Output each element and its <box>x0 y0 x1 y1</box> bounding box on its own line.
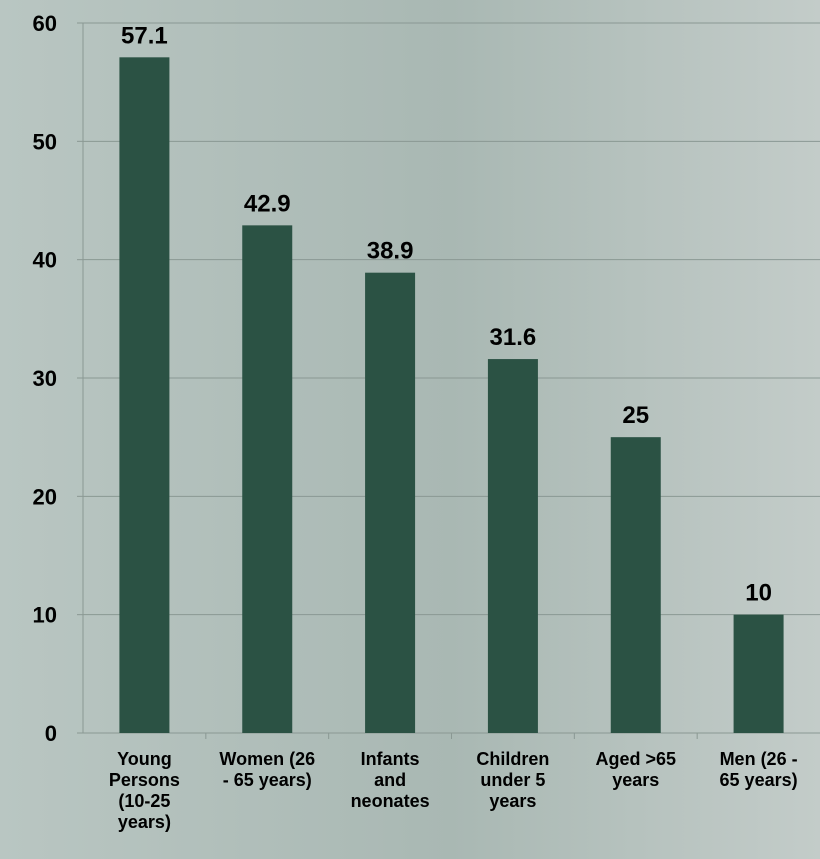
x-tick-label: Men (26 -65 years) <box>720 749 798 790</box>
bar <box>242 225 293 733</box>
bar <box>365 272 416 733</box>
y-tick-label: 40 <box>33 248 57 273</box>
y-tick-label: 60 <box>33 11 57 36</box>
x-tick-label: Women (26- 65 years) <box>219 749 315 790</box>
y-tick-label: 30 <box>33 366 57 391</box>
value-label: 10 <box>745 580 772 607</box>
value-label: 42.9 <box>244 190 291 217</box>
bar <box>487 359 538 733</box>
value-label: 31.6 <box>490 324 537 351</box>
y-tick-label: 20 <box>33 484 57 509</box>
bar <box>610 437 661 733</box>
y-tick-label: 10 <box>33 603 57 628</box>
x-tick-label: Aged >65 years <box>595 749 676 790</box>
bar <box>119 57 170 734</box>
x-tick-label: Children under 5 years <box>476 749 549 811</box>
value-label: 57.1 <box>121 22 168 49</box>
x-tick-label: Infants and neonates <box>351 749 430 811</box>
x-tick-label: Young Persons (10-25 years) <box>109 749 180 832</box>
value-label: 38.9 <box>367 238 414 265</box>
value-label: 25 <box>622 402 649 429</box>
bar <box>733 614 784 733</box>
y-tick-label: 50 <box>33 129 57 154</box>
y-tick-label: 0 <box>45 721 57 746</box>
